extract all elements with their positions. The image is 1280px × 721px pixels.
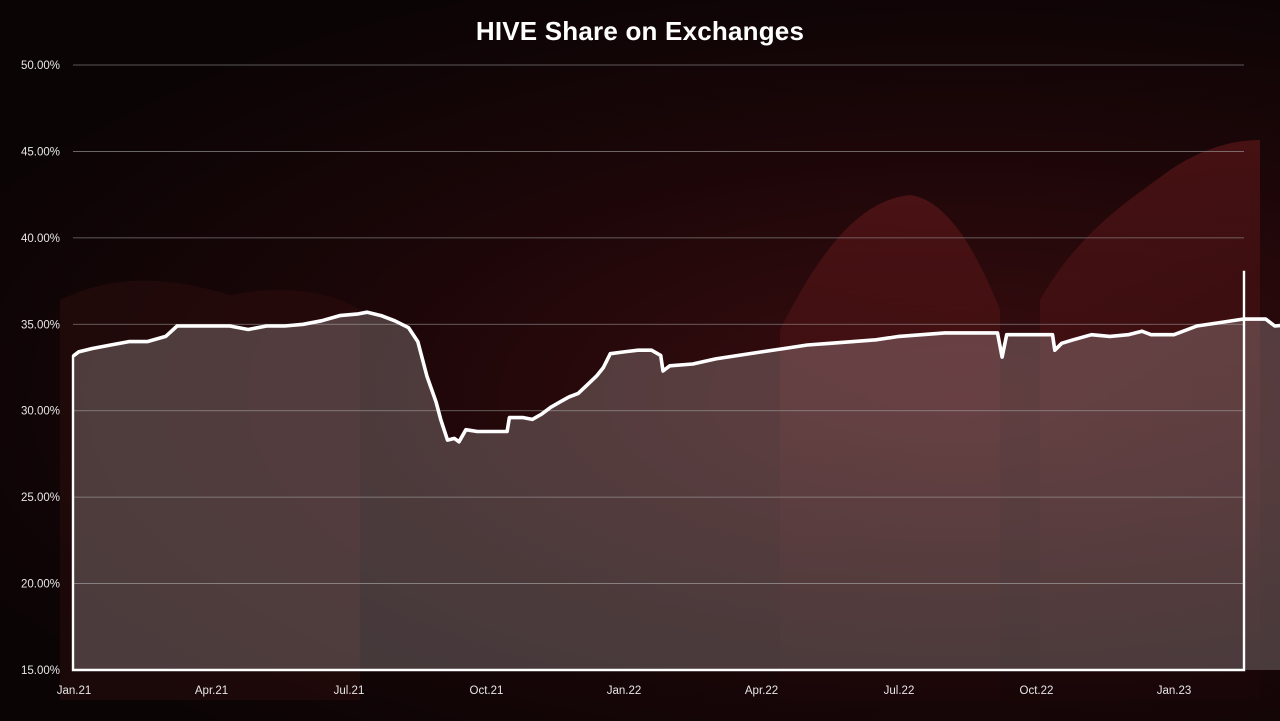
x-tick-label: Jul.21	[334, 685, 365, 697]
series-area-fill	[74, 312, 1280, 670]
y-tick-label: 45.00%	[21, 146, 60, 158]
x-tick-label: Oct.21	[470, 685, 504, 697]
chart-title: HIVE Share on Exchanges	[475, 16, 805, 46]
series-line	[72, 310, 1280, 444]
x-tick-label: Apr.21	[195, 685, 228, 697]
y-tick-label: 30.00%	[21, 406, 60, 418]
y-tick-label: 20.00%	[21, 579, 60, 591]
y-tick-label: 40.00%	[21, 233, 60, 245]
x-tick-label: Oct.22	[1020, 685, 1054, 697]
y-tick-label: 35.00%	[21, 319, 60, 331]
y-tick-label: 25.00%	[21, 492, 60, 504]
x-tick-label: Jan.23	[1157, 685, 1192, 697]
y-tick-label: 50.00%	[21, 60, 60, 72]
area-border	[71, 270, 1246, 672]
x-tick-label: Jan.21	[57, 685, 92, 697]
y-axis-ticks: 15.00% 20.00% 25.00% 30.00% 35.00% 40.00% 45.0…	[21, 60, 60, 677]
x-tick-label: Apr.22	[745, 685, 778, 697]
x-tick-label: Jan.22	[607, 685, 642, 697]
series-area	[72, 310, 1280, 670]
x-axis-ticks: Jan.21 Apr.21 Jul.21 Oct.21 Jan.22 Apr.22 Jul.…	[57, 685, 1192, 697]
y-tick-label: 15.00%	[21, 665, 60, 677]
x-tick-label: Jul.22	[884, 685, 915, 697]
plot-frame	[71, 270, 1246, 672]
